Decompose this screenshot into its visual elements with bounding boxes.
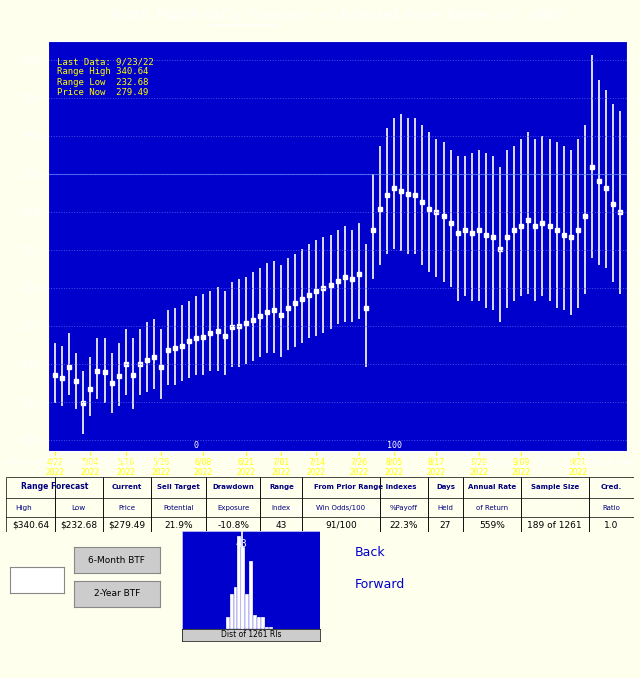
Text: 22.3%: 22.3% [389,521,418,530]
Text: 1.0: 1.0 [604,521,618,530]
Text: 6-Month BTF: 6-Month BTF [88,555,145,565]
Text: $279.49: $279.49 [108,521,145,530]
Text: BLOCK TRADER Daily Forecasts of Expected Price Ranges for  ENPH: BLOCK TRADER Daily Forecasts of Expected… [113,9,562,22]
Text: Sample Size: Sample Size [531,483,579,490]
Text: 43: 43 [276,521,287,530]
Bar [241,547,245,629]
Text: Dist of 1261 RIs: Dist of 1261 RIs [221,630,282,639]
Text: Range Forecast: Range Forecast [21,482,88,491]
Bar [226,618,230,629]
Text: 27: 27 [440,521,451,530]
Bar [234,587,237,629]
Bar [249,561,253,629]
Text: High: High [15,504,31,511]
Bar [302,477,380,532]
Bar [265,627,269,629]
Text: Back: Back [355,546,386,559]
Text: Current: Current [112,483,142,490]
Text: ENPHASE ENERGY: ENPHASE ENERGY [291,506,385,516]
Bar [380,477,428,532]
Text: -10.8%: -10.8% [217,521,249,530]
Text: Cred.: Cred. [600,483,621,490]
Text: Range: Range [269,483,294,490]
Bar [230,594,234,629]
Text: 0: 0 [194,441,199,450]
Text: of Return: of Return [476,504,508,511]
Text: $232.68: $232.68 [60,521,97,530]
Bar [428,477,463,532]
Text: Days: Days [436,483,455,490]
Text: $340.64: $340.64 [12,521,49,530]
Text: Win Odds/100: Win Odds/100 [316,504,365,511]
Text: 43: 43 [236,539,248,549]
Text: Index: Index [272,504,291,511]
Text: Drawdown: Drawdown [212,483,254,490]
Text: Held: Held [438,504,453,511]
Text: Exposure: Exposure [217,504,250,511]
Text: 559%: 559% [479,521,505,530]
Bar [253,615,257,629]
Text: For exclusive use of Peter Way: For exclusive use of Peter Way [6,458,168,466]
Bar [269,627,273,629]
Bar [237,536,241,629]
Bar [463,477,521,532]
Bar [245,594,249,629]
Bar [54,477,103,532]
Text: Potential: Potential [163,504,194,511]
Bar [206,477,260,532]
Text: 91/100: 91/100 [325,521,356,530]
Text: Low: Low [72,504,86,511]
Text: %Payoff: %Payoff [390,504,418,511]
Bar [6,477,54,532]
Text: Annual Rate: Annual Rate [468,483,516,490]
Text: Price: Price [118,504,136,511]
Text: 100: 100 [387,441,402,450]
Text: Forward: Forward [355,578,406,591]
Bar [257,618,261,629]
Text: Ratio: Ratio [602,504,620,511]
Bar [151,477,206,532]
Bar [260,477,302,532]
Text: Sell Target: Sell Target [157,483,200,490]
Bar [589,477,634,532]
Text: 2-Year BTF: 2-Year BTF [93,589,140,599]
Bar [521,477,589,532]
Bar [261,618,265,629]
Text: 21.9%: 21.9% [164,521,193,530]
Text: Copyright (c) 2022 blockdesk.com: Copyright (c) 2022 blockdesk.com [461,458,634,466]
Text: From Prior Range Indexes: From Prior Range Indexes [314,483,416,490]
Text: Last Data: 9/23/22
Range High 340.64
Range Low  232.68
Price Now  279.49: Last Data: 9/23/22 Range High 340.64 Ran… [57,57,154,97]
Text: 189 of 1261: 189 of 1261 [527,521,582,530]
Bar [103,477,151,532]
